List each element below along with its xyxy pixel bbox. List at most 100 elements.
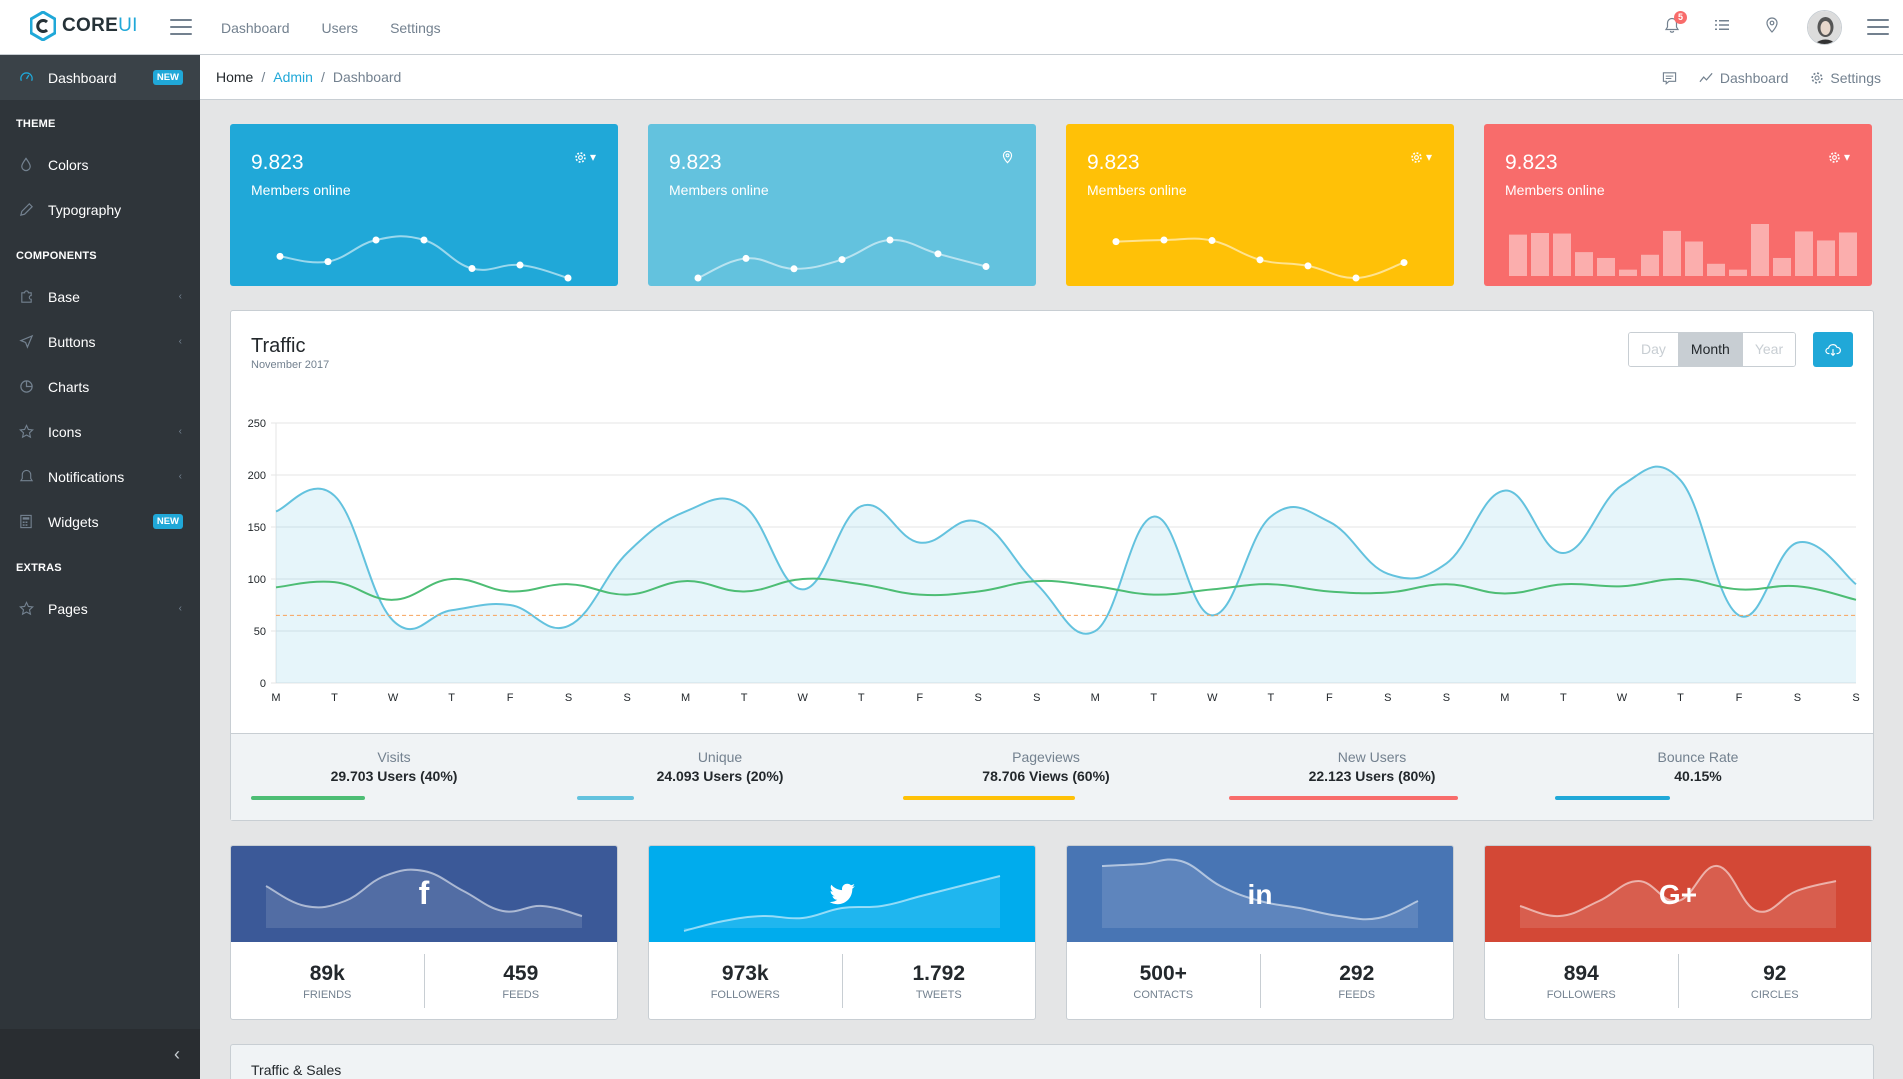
sparkline-point <box>694 274 702 282</box>
breadcrumb-separator: / <box>320 69 325 85</box>
card-settings-dropdown[interactable]: ▾ <box>1828 150 1850 164</box>
sparkline-bar <box>1509 234 1527 276</box>
google-plus-card: G+ 894 followers 92 circles <box>1484 845 1872 1020</box>
x-tick-label: S <box>565 692 572 704</box>
sidebar-item-base[interactable]: Base ‹ <box>0 274 200 319</box>
social-stat-label: followers <box>1546 989 1616 1001</box>
traffic-stat-title: Unique <box>697 749 743 765</box>
traffic-stat-visits: Visits 29.703 Users (40%) <box>231 734 557 800</box>
location-pin-icon[interactable] <box>1764 17 1784 37</box>
sparkline-point <box>742 254 750 262</box>
gear-icon <box>1829 151 1840 163</box>
brand-text: COREUI <box>62 15 138 36</box>
traffic-card: Traffic November 2017 Day Month Year 0 50… <box>230 310 1874 821</box>
x-tick-label: W <box>1207 692 1218 704</box>
breadcrumb-dashboard-link[interactable]: Dashboard <box>1699 69 1789 86</box>
chevron-left-icon: ‹ <box>178 471 182 482</box>
sparkline-bar <box>1553 233 1571 276</box>
x-tick-label: F <box>1326 692 1333 704</box>
sparkline-point <box>324 258 332 266</box>
social-stat-label: friends <box>303 989 352 1001</box>
card-settings-dropdown[interactable]: ▾ <box>574 150 596 164</box>
sidebar-item-dashboard[interactable]: Dashboard NEW <box>0 55 200 100</box>
progress-bar <box>251 796 366 800</box>
facebook-icon[interactable]: f <box>419 875 430 911</box>
puzzle-icon <box>18 289 34 305</box>
x-tick-label: T <box>1150 692 1157 704</box>
breadcrumb-admin[interactable]: Admin <box>273 69 313 85</box>
breadcrumb-settings-link[interactable]: Settings <box>1810 70 1881 86</box>
user-avatar[interactable] <box>1807 10 1842 45</box>
traffic-stat-value: 78.706 Views (60%) <box>982 768 1110 784</box>
sparkline-bar <box>1685 241 1703 276</box>
sidebar-minimizer-button[interactable]: ‹ <box>0 1029 200 1079</box>
sidebar-item-charts[interactable]: Charts <box>0 364 200 409</box>
sparkline-bar <box>1751 224 1769 276</box>
calculator-icon <box>18 514 34 530</box>
svg-text:in: in <box>1248 879 1273 910</box>
cloud-download-button[interactable] <box>1813 332 1853 367</box>
list-icon[interactable] <box>1714 17 1734 37</box>
x-tick-label: T <box>1560 692 1567 704</box>
topnav-settings[interactable]: Settings <box>390 19 441 36</box>
notifications-bell-icon[interactable]: 5 <box>1664 11 1688 37</box>
google-plus-icon[interactable]: G+ <box>1659 879 1697 910</box>
sidebar-item-widgets[interactable]: Widgets NEW <box>0 499 200 544</box>
members-online-card: 9.823 Members online <box>648 124 1036 286</box>
period-year-button[interactable]: Year <box>1741 333 1796 366</box>
x-tick-label: T <box>1267 692 1274 704</box>
sidebar-item-colors[interactable]: Colors <box>0 142 200 187</box>
gear-icon <box>1811 71 1824 84</box>
x-tick-label: S <box>1852 692 1859 704</box>
x-tick-label: T <box>1677 692 1684 704</box>
x-tick-label: W <box>388 692 399 704</box>
social-header: f <box>231 846 617 942</box>
breadcrumb-home[interactable]: Home <box>216 69 254 85</box>
period-day-button[interactable]: Day <box>1629 333 1678 366</box>
linkedin-icon[interactable]: in <box>1248 879 1273 910</box>
sidebar-item-notifications[interactable]: Notifications ‹ <box>0 454 200 499</box>
sidebar-item-icons[interactable]: Icons ‹ <box>0 409 200 454</box>
social-header <box>649 846 1035 942</box>
breadcrumb-menu: Dashboard Settings <box>1662 55 1881 100</box>
chevron-left-icon: ‹ <box>178 336 182 347</box>
aside-menu-toggle-button[interactable] <box>1867 19 1889 35</box>
traffic-stat-value: 29.703 Users (40%) <box>330 768 458 784</box>
x-tick-label: S <box>1033 692 1040 704</box>
card-settings-dropdown[interactable]: ▾ <box>1410 150 1432 164</box>
topnav-users[interactable]: Users <box>321 19 359 36</box>
period-month-button[interactable]: Month <box>1677 333 1742 366</box>
sparkline-bar <box>1839 232 1857 276</box>
sidebar-item-typography[interactable]: Typography <box>0 187 200 232</box>
sparkline <box>1112 236 1408 282</box>
progress-bar <box>577 796 635 800</box>
social-stat-value: 1.792 <box>912 962 966 985</box>
wave-area <box>266 869 582 928</box>
twitter-icon[interactable] <box>829 883 856 905</box>
topnav-dashboard[interactable]: Dashboard <box>221 19 290 36</box>
top-navigation: Dashboard Users Settings <box>205 0 457 55</box>
notification-count-badge: 5 <box>1674 11 1688 24</box>
traffic-title: Traffic <box>251 335 306 357</box>
traffic-stat-title: New Users <box>1337 749 1407 765</box>
sparkline-point <box>468 265 476 272</box>
sidebar-item-label: Charts <box>48 378 90 395</box>
speech-icon[interactable] <box>1662 71 1677 85</box>
traffic-stat-value: 40.15% <box>1674 768 1722 784</box>
sidebar-item-pages[interactable]: Pages ‹ <box>0 586 200 631</box>
sidebar-item-buttons[interactable]: Buttons ‹ <box>0 319 200 364</box>
stat-label: Members online <box>1505 182 1605 198</box>
location-pin-icon[interactable] <box>1001 150 1014 164</box>
brand-logo[interactable]: COREUI <box>30 11 138 41</box>
breadcrumb-dashboard-label: Dashboard <box>1719 69 1789 86</box>
chevron-left-icon: ‹ <box>178 603 182 614</box>
y-tick-label: 50 <box>254 626 266 638</box>
sparkline-point <box>420 236 428 244</box>
wave-area <box>1102 859 1418 928</box>
x-tick-label: F <box>507 692 514 704</box>
members-online-card: 9.823 Members online ▾ <box>230 124 618 286</box>
sidebar-toggle-button[interactable] <box>170 19 192 35</box>
x-tick-label: M <box>681 692 690 704</box>
wave-line <box>265 868 583 917</box>
sparkline-bar <box>1641 254 1659 276</box>
